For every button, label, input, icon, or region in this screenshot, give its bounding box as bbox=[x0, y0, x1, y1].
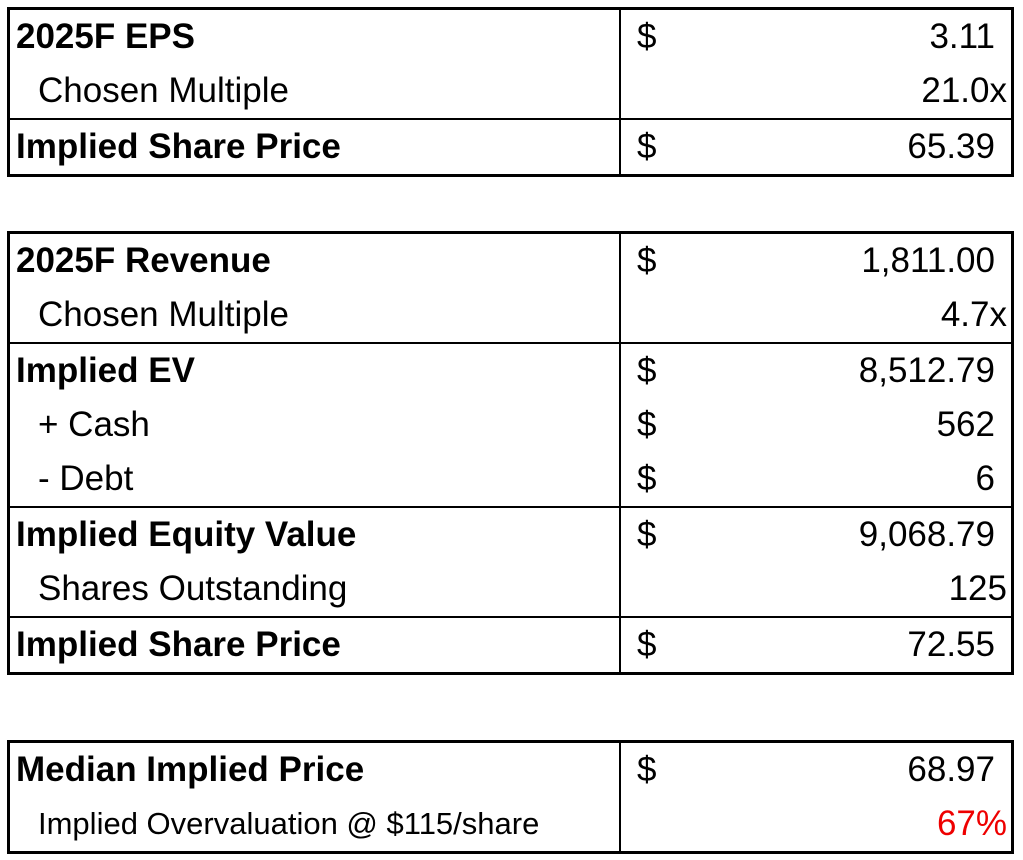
revenue-row: 2025F Revenue $ 1,811.00 bbox=[10, 234, 1011, 288]
dollar-sign: $ bbox=[637, 625, 657, 664]
row-label: Shares Outstanding bbox=[38, 569, 348, 608]
row-value: 72.55 bbox=[907, 625, 995, 664]
row-label: 2025F EPS bbox=[16, 17, 195, 56]
row-label: Implied EV bbox=[16, 351, 195, 390]
row-value: 125 bbox=[948, 569, 1007, 608]
row-label: Chosen Multiple bbox=[38, 71, 289, 110]
row-label: Median Implied Price bbox=[16, 750, 365, 789]
row-value: 3.11 bbox=[929, 17, 995, 56]
row-label: Implied Share Price bbox=[16, 625, 341, 664]
dollar-sign: $ bbox=[637, 127, 657, 166]
dollar-sign: $ bbox=[637, 515, 657, 554]
implied-overvaluation-row: Implied Overvaluation @ $115/share 67% bbox=[10, 797, 1011, 851]
shares-outstanding-row: Shares Outstanding 125 bbox=[10, 562, 1011, 616]
revenue-valuation-table: 2025F Revenue $ 1,811.00 Chosen Multiple… bbox=[7, 231, 1014, 675]
dollar-sign: $ bbox=[637, 17, 657, 56]
row-label: - Debt bbox=[38, 459, 134, 498]
implied-share-price-row: Implied Share Price $ 65.39 bbox=[10, 118, 1011, 174]
debt-row: - Debt $ 6 bbox=[10, 452, 1011, 506]
implied-share-price-row: Implied Share Price $ 72.55 bbox=[10, 616, 1011, 672]
row-value: 4.7x bbox=[940, 295, 1007, 334]
dollar-sign: $ bbox=[637, 405, 657, 444]
dollar-sign: $ bbox=[637, 750, 657, 789]
row-value: 9,068.79 bbox=[858, 515, 995, 554]
cash-row: + Cash $ 562 bbox=[10, 398, 1011, 452]
median-implied-price-row: Median Implied Price $ 68.97 bbox=[10, 743, 1011, 797]
dollar-sign: $ bbox=[637, 459, 657, 498]
overvaluation-percent: 67% bbox=[936, 804, 1007, 843]
row-value: 21.0x bbox=[921, 71, 1007, 110]
chosen-multiple-row: Chosen Multiple 4.7x bbox=[10, 288, 1011, 342]
dollar-sign: $ bbox=[637, 241, 657, 280]
row-label: Chosen Multiple bbox=[38, 295, 289, 334]
dollar-sign: $ bbox=[637, 351, 657, 390]
row-label: Implied Overvaluation @ $115/share bbox=[38, 806, 540, 841]
row-value: 8,512.79 bbox=[858, 351, 995, 390]
row-value: 562 bbox=[936, 405, 995, 444]
row-value: 6 bbox=[975, 459, 995, 498]
row-label: 2025F Revenue bbox=[16, 241, 271, 280]
summary-table: Median Implied Price $ 68.97 Implied Ove… bbox=[7, 740, 1014, 854]
row-value: 65.39 bbox=[907, 127, 995, 166]
row-label: + Cash bbox=[38, 405, 150, 444]
eps-valuation-table: 2025F EPS $ 3.11 Chosen Multiple 21.0x I… bbox=[7, 7, 1014, 177]
implied-equity-value-row: Implied Equity Value $ 9,068.79 bbox=[10, 506, 1011, 562]
row-value: 1,811.00 bbox=[861, 241, 995, 280]
chosen-multiple-row: Chosen Multiple 21.0x bbox=[10, 64, 1011, 118]
implied-ev-row: Implied EV $ 8,512.79 bbox=[10, 342, 1011, 398]
row-label: Implied Share Price bbox=[16, 127, 341, 166]
row-label: Implied Equity Value bbox=[16, 515, 357, 554]
row-value: 68.97 bbox=[907, 750, 995, 789]
eps-row: 2025F EPS $ 3.11 bbox=[10, 10, 1011, 64]
